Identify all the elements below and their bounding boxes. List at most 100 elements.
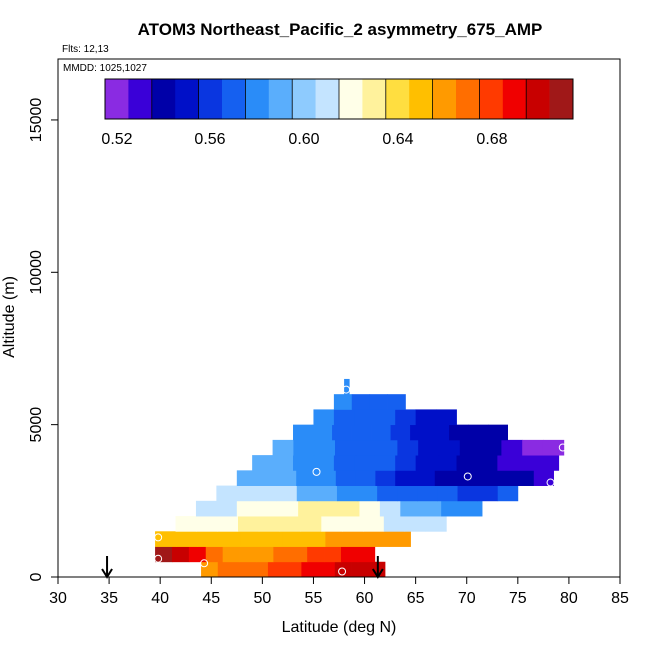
y-axis: 0 5000 10000 15000 xyxy=(28,98,58,581)
colorbar-segment xyxy=(479,79,504,119)
heatmap-cell xyxy=(434,470,455,486)
colorbar-label: 0.56 xyxy=(194,131,225,148)
heatmap-cell xyxy=(359,500,381,517)
heatmap-cell xyxy=(217,516,239,532)
colorbar-segment xyxy=(549,79,574,119)
heatmap-cell xyxy=(176,531,199,547)
heatmap-cell xyxy=(441,500,463,517)
heatmap-cell xyxy=(171,546,190,563)
sample-marker xyxy=(558,443,567,452)
colorbar-segment xyxy=(222,79,246,119)
heatmap-cell xyxy=(459,439,481,456)
heatmap-cell xyxy=(335,470,357,486)
heatmap-cell xyxy=(217,561,235,578)
heatmap-cell xyxy=(457,485,479,502)
heatmap-cell xyxy=(234,561,252,578)
colorbar-segment xyxy=(432,79,457,119)
colorbar-segment xyxy=(128,79,153,119)
heatmap-cell xyxy=(362,516,385,532)
heatmap-cell xyxy=(429,424,450,441)
heatmap-cell xyxy=(346,531,369,547)
heatmap-cell xyxy=(272,455,294,471)
heatmap-cell xyxy=(513,470,535,486)
colorbar-segment xyxy=(175,79,199,119)
heatmap-cell xyxy=(298,500,319,517)
heatmap-cell xyxy=(410,424,430,441)
heatmap-cell xyxy=(196,516,218,532)
heatmap-cell xyxy=(197,531,220,547)
heatmap-cell xyxy=(415,409,437,426)
heatmap-cell xyxy=(240,531,262,547)
heatmap-cell xyxy=(282,531,305,547)
heatmap-cell xyxy=(236,470,258,486)
heatmap-cell xyxy=(258,516,281,532)
heatmap-cell xyxy=(318,500,340,517)
y-axis-label: Altitude (m) xyxy=(1,276,18,358)
heatmap-cell xyxy=(256,470,277,486)
heatmap-cell xyxy=(474,470,495,486)
x-axis-label: Latitude (deg N) xyxy=(282,619,397,636)
heatmap-cell xyxy=(468,424,489,441)
x-tick-label: 55 xyxy=(305,590,323,607)
y-tick-label: 10000 xyxy=(28,250,45,295)
heatmap-cell xyxy=(321,516,343,532)
heatmap-cell xyxy=(351,424,372,441)
mmdd-label: MMDD: 1025,1027 xyxy=(63,63,147,74)
heatmap-cell xyxy=(437,485,458,502)
heatmap-cell xyxy=(369,394,388,410)
heatmap-cell xyxy=(312,424,333,441)
x-tick-label: 30 xyxy=(49,590,67,607)
x-tick-label: 70 xyxy=(458,590,476,607)
heatmap-cell xyxy=(354,409,376,426)
heatmap-cell xyxy=(336,485,358,502)
heatmap-cell xyxy=(375,470,396,486)
colorbar-segment xyxy=(268,79,293,119)
heatmap-cell xyxy=(195,500,217,517)
heatmap-cell xyxy=(418,439,440,456)
colorbar-frame xyxy=(104,78,574,120)
heatmap-cell xyxy=(342,516,364,532)
heatmap-cell xyxy=(438,439,461,456)
heatmap-cell xyxy=(290,546,308,563)
heatmap-cell xyxy=(355,439,377,456)
x-tick-label: 80 xyxy=(560,590,578,607)
heatmap-cell xyxy=(476,455,498,471)
heatmap-cell xyxy=(374,409,396,426)
heatmap-cell xyxy=(218,531,241,547)
heatmap-cell xyxy=(415,455,437,471)
heatmap-cell xyxy=(355,470,376,486)
heatmap-cell xyxy=(377,485,398,502)
heatmap-cell xyxy=(313,409,335,426)
x-axis: 30 35 40 45 50 55 60 65 70 75 80 85 xyxy=(49,577,629,607)
heatmap-cell xyxy=(542,439,565,456)
heatmap-cell xyxy=(371,424,391,441)
heatmap-cell xyxy=(332,424,352,441)
heatmap-cell xyxy=(395,470,416,486)
colorbar-segment xyxy=(385,79,410,119)
colorbar-segment xyxy=(105,79,129,119)
heatmap-cell xyxy=(316,470,337,486)
heatmap-cell xyxy=(497,485,519,502)
heatmap-cell xyxy=(324,546,342,563)
heatmap-cell xyxy=(272,439,294,456)
heatmap-cell xyxy=(376,439,398,456)
heatmap-cell xyxy=(333,394,353,410)
heatmap-cell xyxy=(300,516,322,532)
x-tick-label: 65 xyxy=(407,590,425,607)
heatmap-cell xyxy=(318,561,336,578)
heatmap-cell xyxy=(395,409,417,426)
y-tick-label: 5000 xyxy=(28,407,45,443)
heatmap-cell xyxy=(239,546,257,563)
heatmap-cell xyxy=(339,500,360,517)
heatmap-cell xyxy=(261,531,284,547)
heatmap-cell xyxy=(175,516,197,532)
heatmap-cell xyxy=(276,470,297,486)
heatmap-cell xyxy=(293,424,313,441)
heatmap-cell xyxy=(222,546,240,563)
colorbar-label: 0.68 xyxy=(476,131,507,148)
heatmap-cell xyxy=(236,485,257,502)
heatmap-cell xyxy=(389,531,411,547)
x-tick-label: 60 xyxy=(356,590,374,607)
x-tick-label: 35 xyxy=(100,590,118,607)
colorbar-label: 0.52 xyxy=(101,131,132,148)
